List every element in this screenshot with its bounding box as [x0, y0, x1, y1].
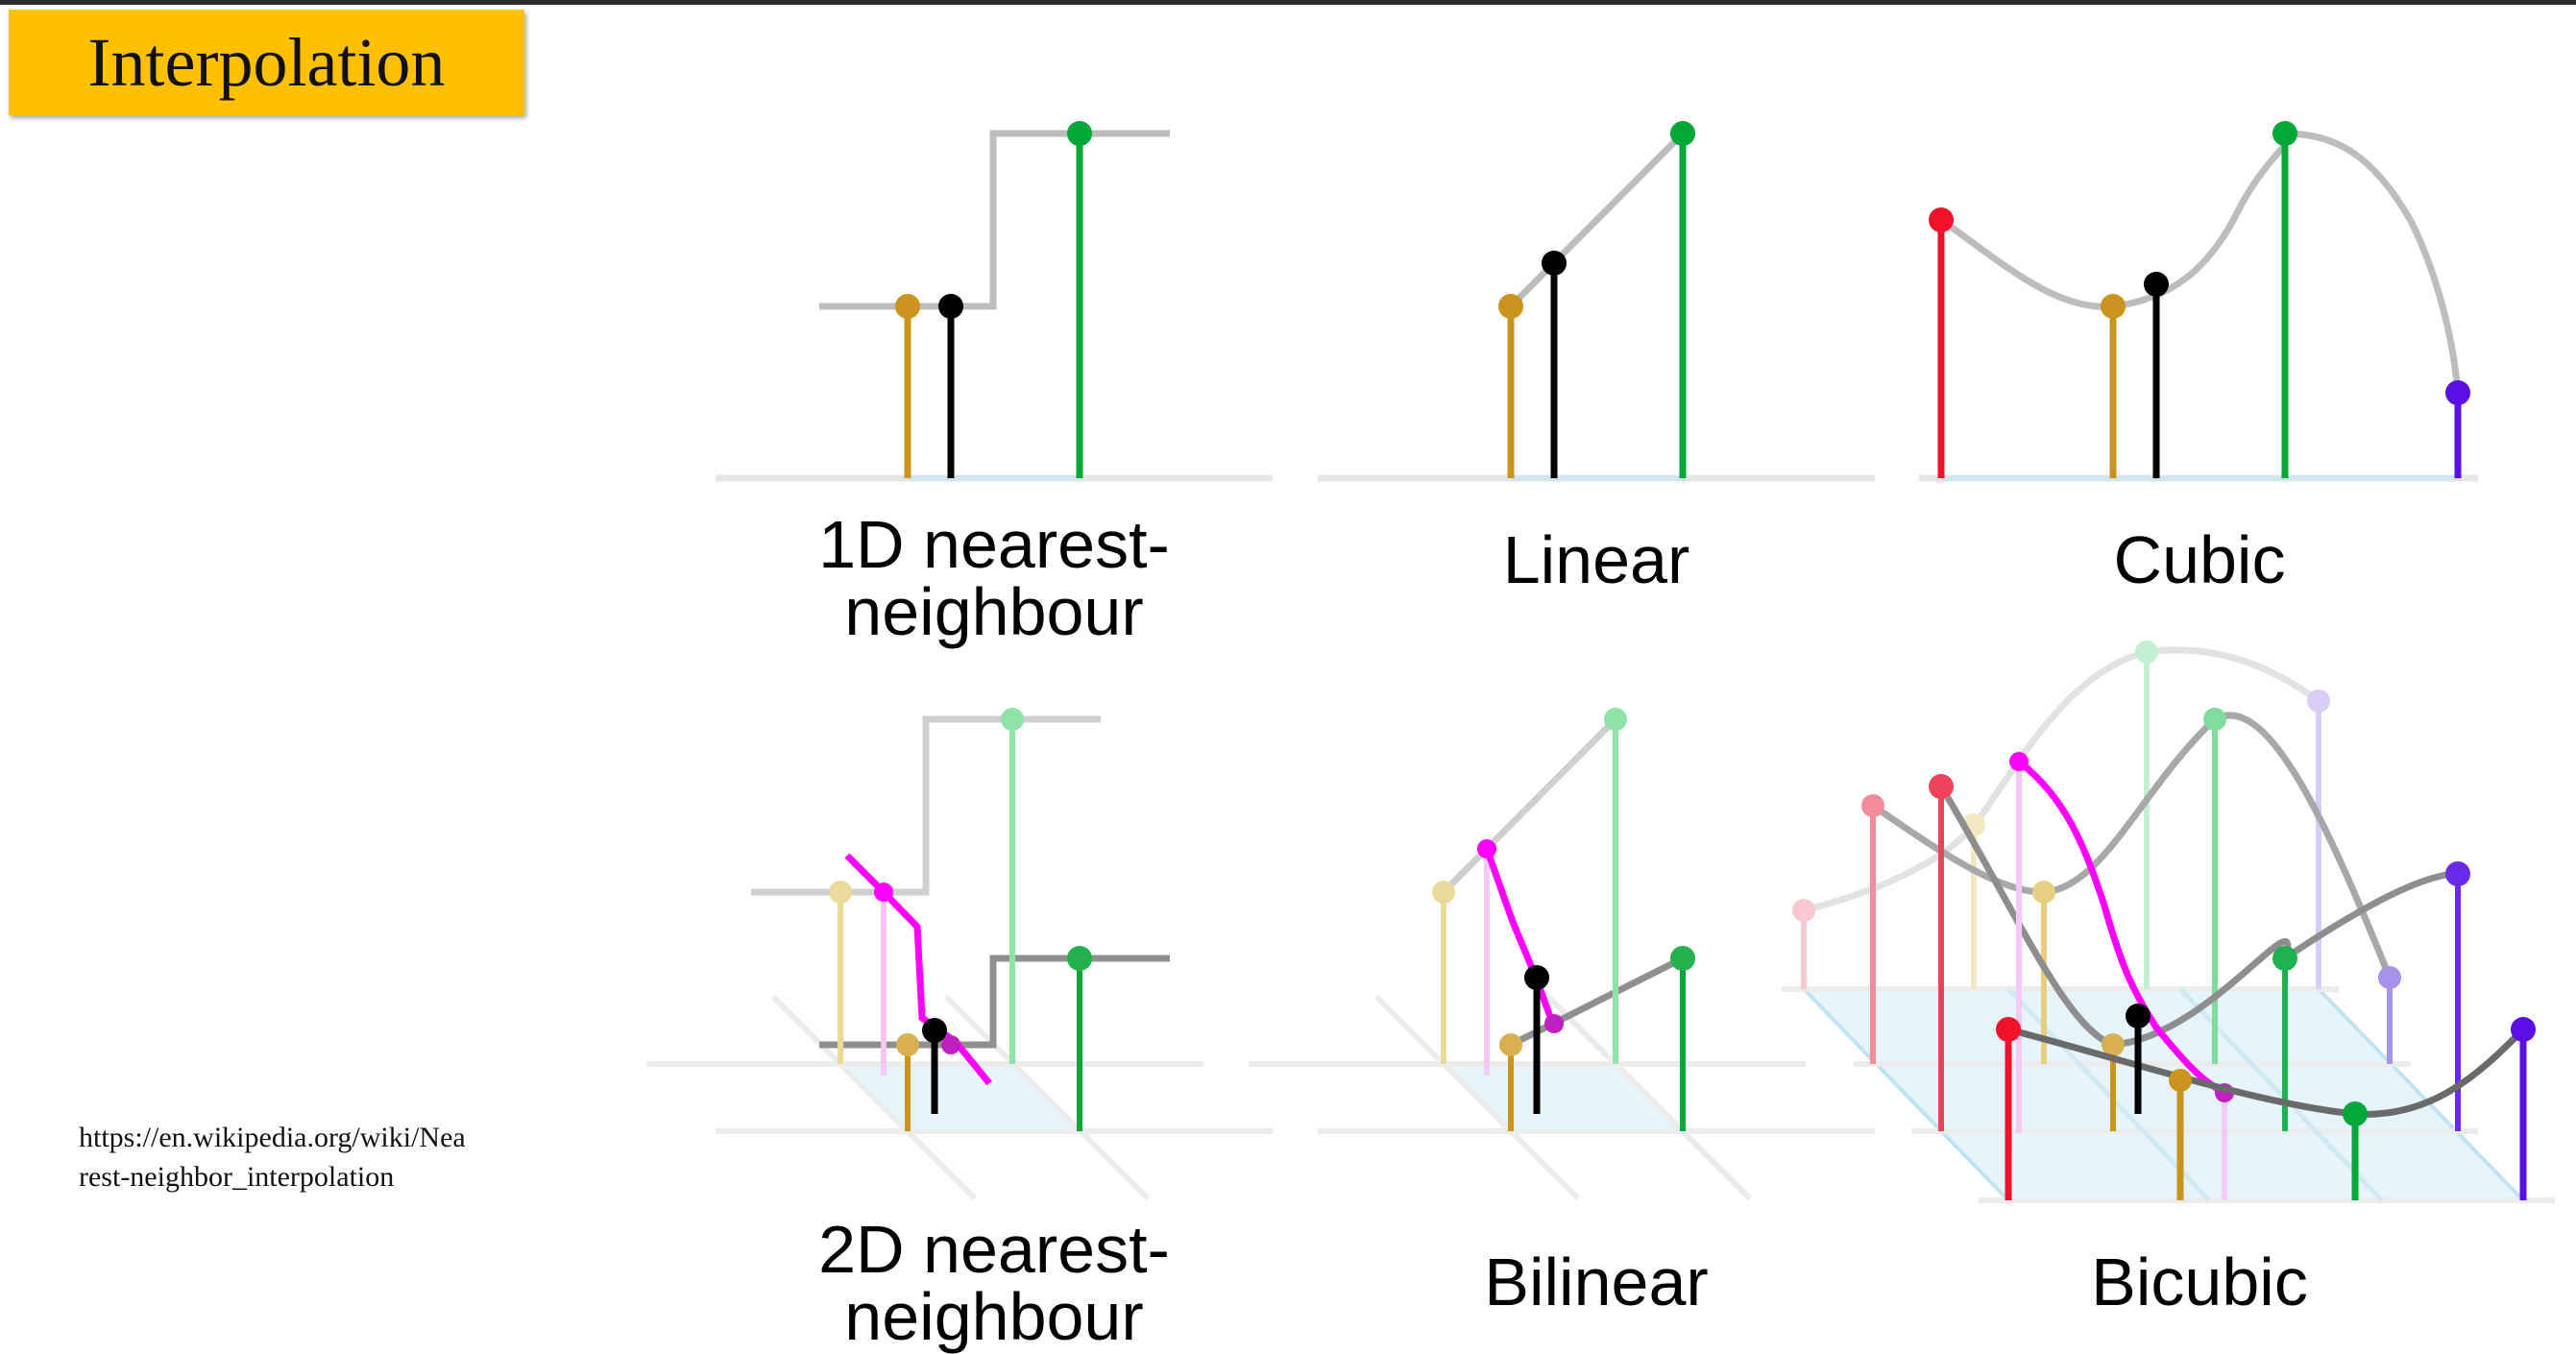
diagonal-curve — [2016, 759, 2226, 1097]
point-interp — [922, 1018, 947, 1043]
point-interp — [2126, 1003, 2151, 1028]
panel-nn1d — [716, 121, 1273, 482]
point-2 — [2272, 121, 2297, 146]
point-2 — [1670, 121, 1695, 146]
point-right — [2445, 380, 2470, 405]
point-1 — [2101, 294, 2126, 319]
top-border — [0, 0, 2576, 5]
panel-bilinear — [1249, 708, 1875, 1201]
front-step-curve — [819, 955, 1170, 1049]
point-interp — [1542, 251, 1567, 276]
panel-linear — [1318, 121, 1875, 482]
panel-nn2d — [646, 708, 1273, 1201]
source-citation: https://en.wikipedia.org/wiki/Nea rest-n… — [79, 1118, 578, 1197]
grid-plane — [1799, 987, 2528, 1202]
panel-bicubic — [1782, 641, 2555, 1203]
step-curve — [819, 130, 1170, 310]
point-interp — [2144, 272, 2169, 297]
diagonal-curve — [1483, 847, 1558, 1029]
caption-nn1d: 1D nearest- neighbour — [818, 507, 1170, 649]
caption-bilinear: Bilinear — [1484, 1245, 1709, 1319]
point-interp — [1524, 965, 1549, 990]
source-line-1: https://en.wikipedia.org/wiki/Nea — [79, 1122, 466, 1153]
slide-title: Interpolation — [87, 23, 446, 101]
panel-cubic — [1919, 121, 2478, 482]
point-1 — [895, 294, 920, 319]
cubic-curve — [1939, 130, 2462, 394]
source-line-2: rest-neighbor_interpolation — [79, 1161, 395, 1193]
point-left — [1929, 207, 1954, 232]
linear-curve — [1508, 131, 1686, 309]
caption-bicubic: Bicubic — [2091, 1245, 2308, 1319]
caption-linear: Linear — [1502, 522, 1690, 597]
back-step-curve — [751, 715, 1101, 896]
caption-cubic: Cubic — [2113, 522, 2286, 597]
title-banner: Interpolation — [9, 10, 524, 115]
caption-nn2d: 2D nearest- neighbour — [818, 1212, 1170, 1354]
point-1 — [1498, 294, 1523, 319]
point-interp — [938, 294, 963, 319]
point-2 — [1067, 121, 1092, 146]
